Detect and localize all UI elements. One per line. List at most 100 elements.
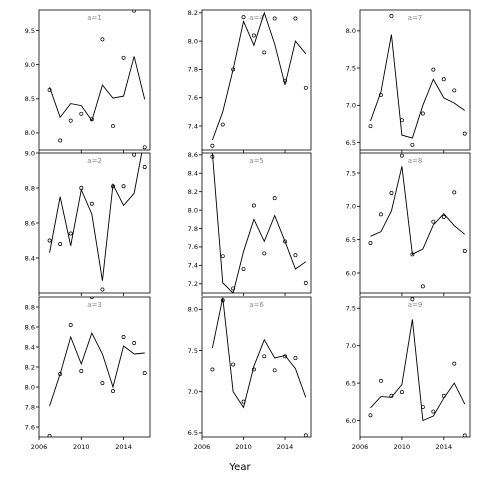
- panel-label: a=5: [249, 157, 264, 165]
- y-tick-label: 7.8: [25, 403, 35, 411]
- data-point: [58, 242, 63, 246]
- panel-data: [210, 153, 308, 293]
- data-point: [251, 33, 256, 38]
- data-point: [283, 78, 287, 83]
- y-tick-label: 9.0: [25, 149, 35, 157]
- y-tick-label: 6.5: [188, 429, 198, 437]
- panel-1: 8.0 8.5 9.0 9.5 a=1: [25, 9, 151, 153]
- y-tick-label: 8.0: [25, 383, 35, 391]
- x-tick-label: 2010: [73, 443, 90, 451]
- panel-data: [47, 10, 147, 150]
- data-point: [132, 153, 137, 157]
- data-point: [220, 122, 225, 127]
- y-tick-label: 6.5: [346, 379, 356, 387]
- data-point: [441, 77, 446, 82]
- panel-9: 6.0 6.5 7.0 7.5 2006 2010 2014 a=9: [346, 296, 471, 451]
- y-tick-label: 8.4: [188, 170, 198, 178]
- panel-label: a=4: [249, 14, 264, 22]
- fitted-line: [370, 34, 466, 139]
- x-tick-label: 2014: [436, 443, 453, 451]
- data-point: [293, 355, 298, 360]
- data-point: [262, 354, 267, 359]
- data-point: [303, 433, 308, 437]
- fitted-line: [211, 11, 307, 141]
- y-tick-label: 7.5: [346, 169, 356, 177]
- data-point: [231, 67, 236, 72]
- y-tick-label: 8.6: [25, 219, 35, 227]
- y-tick-label: 8.0: [188, 206, 198, 214]
- data-point: [379, 92, 383, 97]
- data-point: [231, 362, 236, 367]
- panel-frame: [201, 152, 312, 294]
- data-point: [462, 249, 467, 253]
- data-point: [241, 267, 246, 272]
- x-tick-label: 2006: [31, 443, 48, 451]
- data-point: [241, 399, 246, 404]
- data-point: [399, 118, 404, 123]
- panel-data: [210, 11, 308, 148]
- y-tick-label: 7.5: [346, 305, 356, 313]
- x-tick-label: 2010: [235, 443, 252, 451]
- y-tick-label: 9.0: [25, 61, 35, 69]
- data-point: [121, 55, 126, 60]
- panel-4: 7.4 7.6 7.8 8.0 8.2 a=4: [188, 9, 312, 153]
- panels-group: 8.08.59.09.5a=18.48.68.89.0a=27.67.88.08…: [25, 9, 471, 451]
- y-tick-label: 8.2: [188, 188, 198, 196]
- data-point: [283, 239, 287, 244]
- data-point: [220, 298, 225, 303]
- y-tick-label: 7.4: [188, 122, 198, 130]
- panel-label: a=3: [87, 301, 102, 309]
- y-tick-label: 6.5: [346, 139, 356, 147]
- data-point: [431, 67, 436, 72]
- panel-data: [368, 14, 467, 147]
- panel-label: a=7: [408, 14, 423, 22]
- y-tick-label: 7.6: [188, 243, 198, 251]
- data-point: [379, 378, 383, 383]
- data-point: [368, 124, 373, 129]
- fitted-line: [370, 319, 466, 422]
- data-point: [142, 165, 147, 169]
- x-tick-label: 2014: [277, 443, 294, 451]
- y-tick-label: 7.6: [188, 94, 198, 102]
- panel-frame: [201, 296, 312, 438]
- data-point: [399, 390, 404, 395]
- panel-frame: [38, 9, 151, 151]
- data-point: [303, 280, 308, 285]
- data-point: [431, 409, 436, 414]
- panel-8: 6.0 6.5 7.0 7.5 a=8: [346, 152, 471, 296]
- panel-label: a=6: [249, 301, 264, 309]
- y-tick-label: 8.2: [25, 363, 35, 371]
- y-tick-label: 7.5: [346, 64, 356, 72]
- y-tick-label: 8.0: [346, 27, 356, 35]
- data-point: [420, 405, 425, 410]
- panel-5: 7.2 7.4 7.6 7.8 8.0 8.2 8.4 8.6 a=5: [188, 151, 312, 296]
- y-tick-label: 8.6: [25, 323, 35, 331]
- data-point: [121, 335, 126, 339]
- panel-frame: [359, 152, 471, 294]
- data-point: [379, 212, 383, 217]
- data-point: [462, 433, 467, 437]
- y-tick-label: 6.0: [346, 417, 356, 425]
- y-tick-label: 7.0: [346, 203, 356, 211]
- y-tick-label: 6.5: [346, 236, 356, 244]
- data-point: [47, 238, 52, 243]
- data-point: [389, 14, 394, 18]
- panel-data: [47, 153, 147, 292]
- data-point: [220, 254, 225, 259]
- data-point: [251, 203, 256, 208]
- data-point: [441, 393, 446, 398]
- x-axis-label: Year: [228, 462, 251, 473]
- data-point: [272, 196, 277, 201]
- y-tick-label: 7.2: [188, 280, 198, 288]
- data-point: [142, 371, 147, 375]
- data-point: [89, 117, 94, 122]
- panel-frame: [38, 296, 151, 438]
- data-point: [431, 219, 436, 224]
- data-point: [100, 37, 105, 42]
- panel-data: [210, 297, 308, 437]
- data-point: [272, 368, 277, 373]
- data-point: [251, 367, 256, 372]
- data-point: [100, 287, 105, 292]
- data-point: [231, 286, 236, 291]
